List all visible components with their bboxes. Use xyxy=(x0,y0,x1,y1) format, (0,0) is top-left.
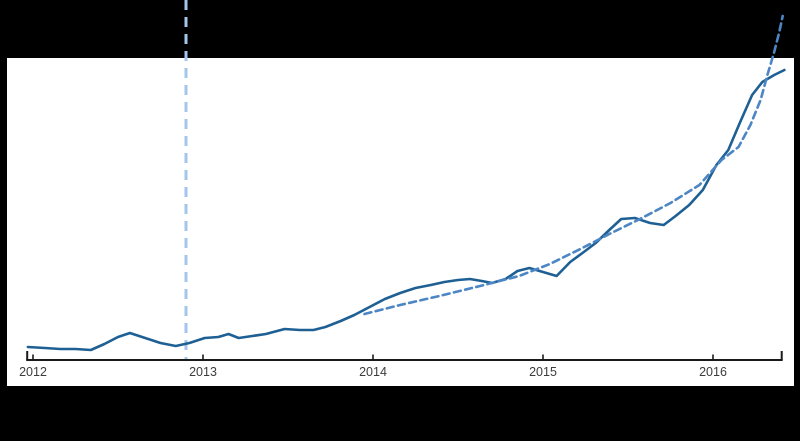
x-tick-label: 2016 xyxy=(699,365,727,379)
series-layer xyxy=(26,14,786,352)
observed-line xyxy=(26,68,786,352)
x-tick-label: 2015 xyxy=(529,365,557,379)
x-axis-labels: 2012 2013 2014 2015 2016 xyxy=(19,365,727,379)
plot-area xyxy=(7,58,794,386)
x-tick-label: 2012 xyxy=(19,365,47,379)
trend-fit-line xyxy=(363,14,785,316)
x-axis xyxy=(26,351,783,361)
x-tick-label: 2014 xyxy=(359,365,387,379)
x-tick-label: 2013 xyxy=(189,365,217,379)
